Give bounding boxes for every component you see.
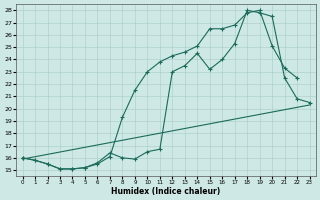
X-axis label: Humidex (Indice chaleur): Humidex (Indice chaleur): [111, 187, 221, 196]
